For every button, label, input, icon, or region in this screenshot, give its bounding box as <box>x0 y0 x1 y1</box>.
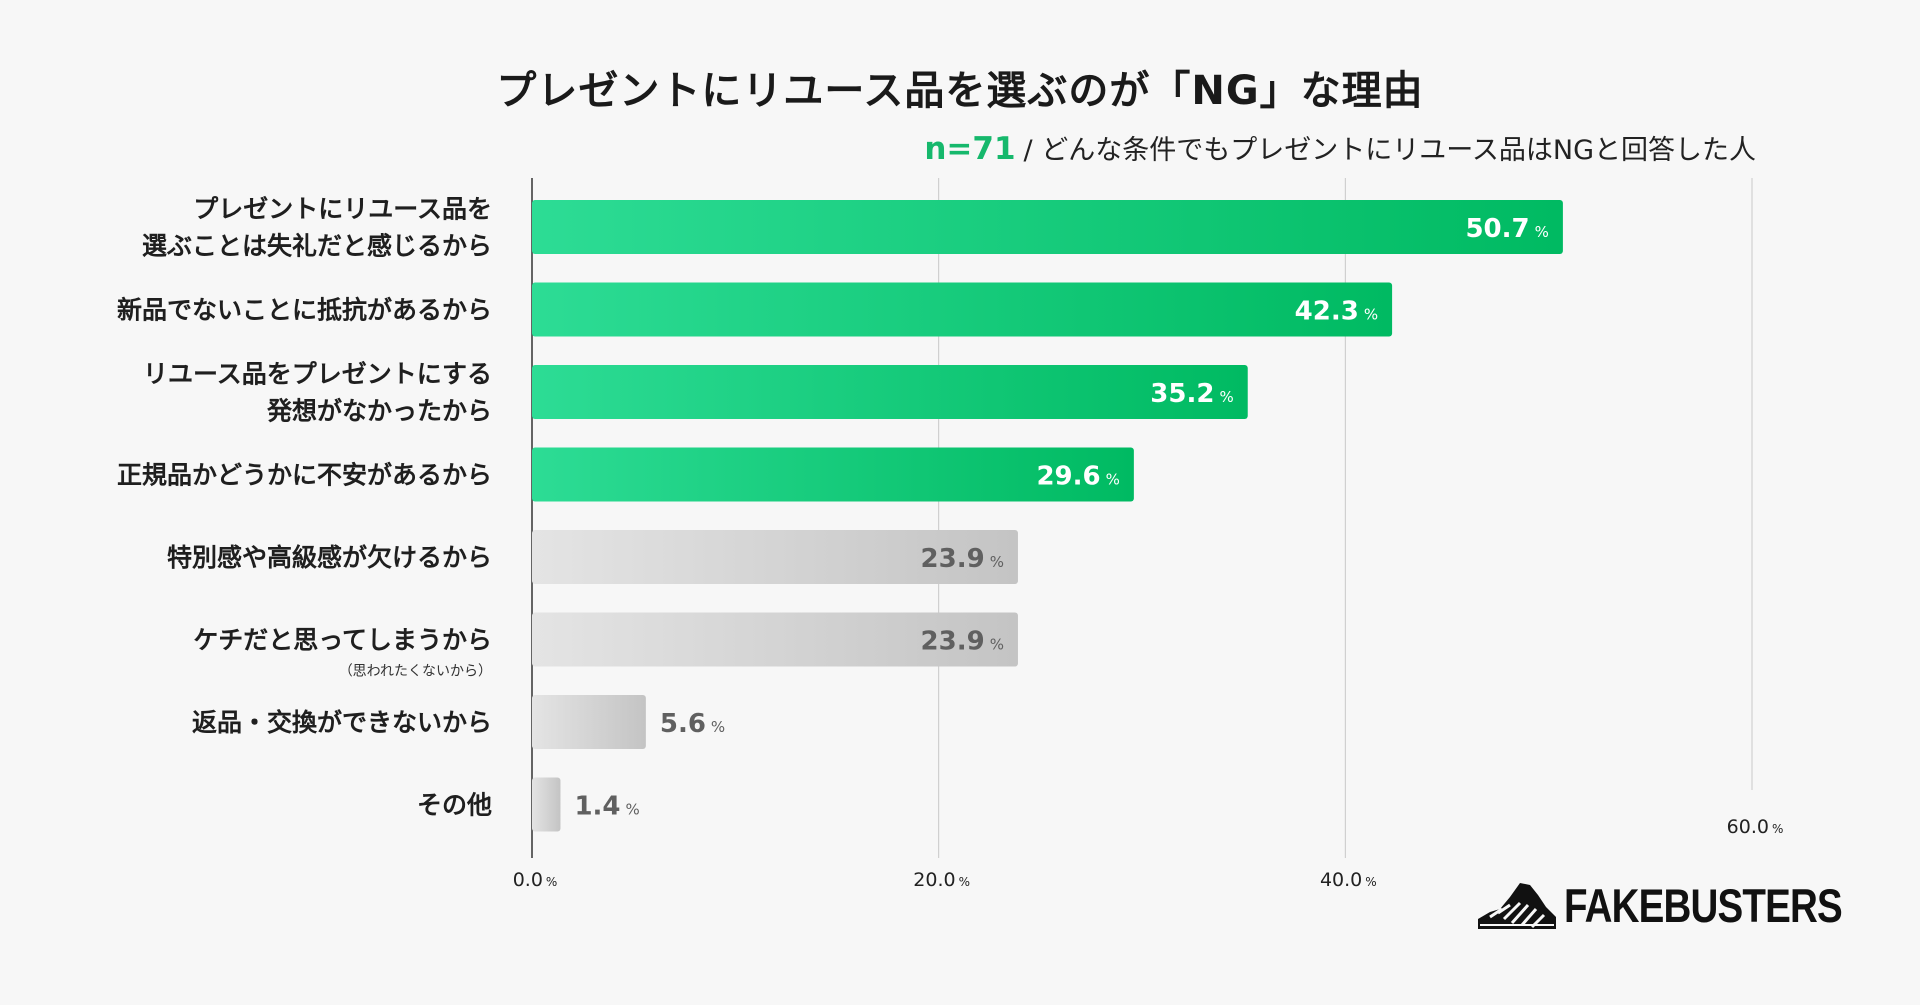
bar <box>532 777 561 832</box>
category-label: 新品でないことに抵抗があるから <box>117 296 492 325</box>
bar <box>532 282 1393 337</box>
fakebusters-logo: FAKEBUSTERS <box>1476 878 1903 933</box>
category-label: 選ぶことは失礼だと感じるから <box>142 232 492 261</box>
value-label: 29.6% <box>1036 462 1119 492</box>
chart-subtitle: n=71 / どんな条件でもプレゼントにリユース品はNGと回答した人 <box>924 128 1756 167</box>
category-note: （思われたくないから） <box>339 664 492 680</box>
value-label: 42.3% <box>1295 297 1378 327</box>
bar <box>532 447 1134 502</box>
bar <box>532 200 1563 254</box>
bar <box>532 365 1248 419</box>
value-label: 23.9% <box>921 627 1004 657</box>
x-tick-label: 40.0% <box>1320 869 1377 891</box>
category-label: リユース品をプレゼントにする <box>143 360 492 389</box>
value-label: 5.6% <box>660 709 725 739</box>
x-tick-label: 60.0% <box>1727 816 1784 838</box>
sneaker-logo-icon <box>1478 882 1556 929</box>
category-label: その他 <box>417 791 492 820</box>
category-label: 発想がなかったから <box>266 397 492 426</box>
x-tick-label: 0.0% <box>513 869 558 891</box>
bar <box>532 612 1018 667</box>
subtitle-text: / どんな条件でもプレゼントにリユース品はNGと回答した人 <box>1023 135 1756 166</box>
x-axis-ticks: 0.0% 20.0% 40.0 % 60.0% <box>513 816 1784 891</box>
chart-title: プレゼントにリユース品を選ぶのが「NG」な理由 <box>496 68 1424 114</box>
category-label: プレゼントにリユース品を <box>193 195 492 224</box>
x-tick-label: 20.0% <box>913 869 970 891</box>
logo-text: FAKEBUSTERS <box>1564 879 1843 932</box>
bar <box>532 695 646 749</box>
value-label: 50.7% <box>1465 214 1548 244</box>
value-label: 23.9% <box>921 544 1004 574</box>
category-label: ケチだと思ってしまうから <box>193 626 492 655</box>
category-label: 特別感や高級感が欠けるから <box>167 543 492 572</box>
value-label: 35.2% <box>1150 379 1233 409</box>
category-label: 返品・交換ができないから <box>192 708 492 737</box>
category-labels: プレゼントにリユース品を選ぶことは失礼だと感じるから新品でないことに抵抗があるか… <box>117 195 492 820</box>
bar <box>532 530 1018 584</box>
bars: 50.7 % 42.3 % 35.2 % 29.6 % 23.9 % 23.9 % 5.6 % 1.4% <box>532 200 1563 832</box>
category-label: 正規品かどうかに不安があるから <box>117 461 492 490</box>
sample-size: n=71 <box>924 131 1016 167</box>
gridlines <box>531 178 1753 858</box>
value-label: 1.4% <box>574 792 639 822</box>
